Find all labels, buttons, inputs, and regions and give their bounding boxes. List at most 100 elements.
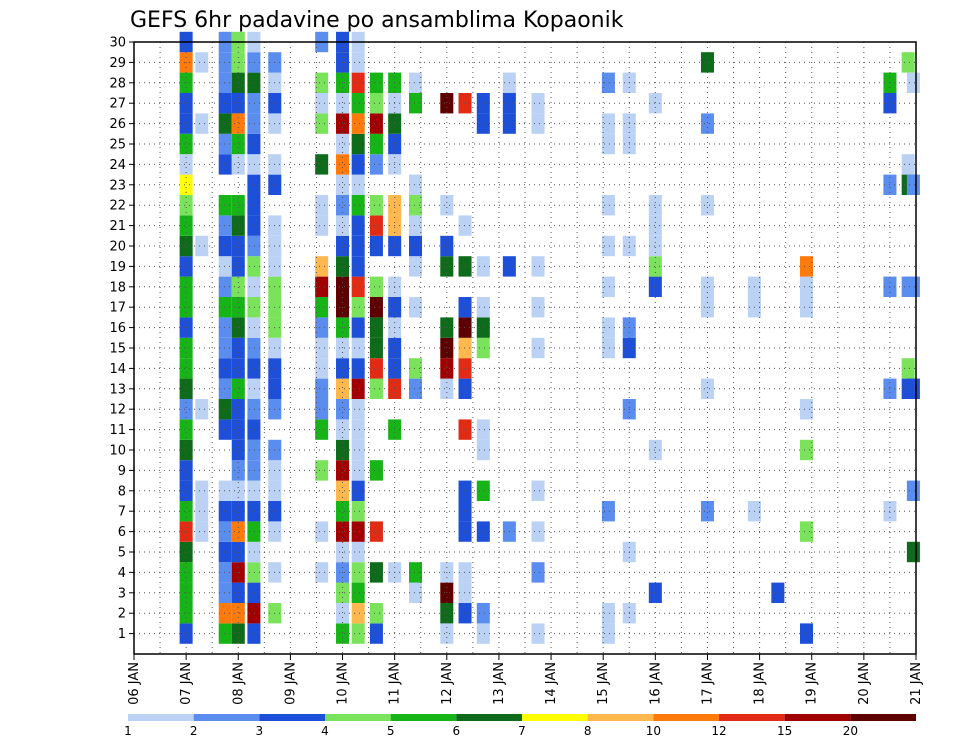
y-tick-label: 6 [118,525,126,540]
heatmap-cell [369,235,383,257]
heatmap-cell [531,256,545,277]
heatmap-cell [179,195,193,216]
x-tick-label: 18 JAN [753,662,768,705]
heatmap-cell [247,378,261,399]
heatmap-cell [336,154,350,175]
grid-lines [133,41,917,654]
heatmap-cell [906,378,920,399]
heatmap-cell [195,52,209,73]
heatmap-cell [179,113,193,134]
heatmap-cell [771,582,785,603]
heatmap-cell [369,603,383,624]
colorbar-swatch [719,714,785,721]
heatmap-cell [906,480,920,501]
heatmap-cell [601,133,615,155]
colorbar-swatch [193,714,260,721]
y-tick-label: 20 [109,240,126,255]
x-tick-label: 09 JAN [283,662,298,705]
heatmap-cell [179,399,193,420]
heatmap-cell [247,562,261,583]
heatmap-cell [336,276,350,297]
heatmap-cell [369,195,383,216]
colorbar-label: 20 [843,724,858,738]
heatmap-cell [247,460,261,481]
heatmap-cell [369,297,383,318]
x-tick-label: 08 JAN [231,662,246,705]
heatmap-cell [247,337,261,359]
y-tick-label: 9 [118,464,126,479]
heatmap-cell [440,603,454,624]
heatmap-cell [601,501,615,522]
heatmap-cell [336,174,350,195]
heatmap-cell [351,521,365,542]
heatmap-cell [648,235,662,257]
heatmap-cell [218,235,232,257]
heatmap-cell [247,501,261,522]
heatmap-cell [247,276,261,297]
heatmap-cell [700,378,714,399]
colorbar-label: 10 [646,724,661,738]
heatmap-cell [648,93,662,114]
heatmap-cell [315,113,329,134]
y-tick-label: 8 [118,484,126,499]
heatmap-cell [247,113,261,134]
heatmap-cell [409,72,423,93]
colorbar-label: 1 [124,724,132,738]
heatmap-cell [531,337,545,359]
heatmap-cell [218,562,232,583]
heatmap-cell [231,93,245,114]
heatmap-cell [648,276,662,297]
heatmap-cell [440,93,454,114]
heatmap-cell [315,317,329,338]
heatmap-cell [351,256,365,277]
heatmap-cell [409,195,423,216]
heatmap-cell [531,113,545,134]
heatmap-cell [906,174,920,195]
heatmap-cell [440,358,454,379]
colorbar-label: 6 [453,724,461,738]
heatmap-cell [231,603,245,624]
y-tick-label: 23 [109,178,126,193]
heatmap-cell [901,358,915,379]
heatmap-cell [218,256,232,277]
colorbar-swatch [653,714,719,721]
heatmap-cell [218,133,232,155]
heatmap-cell [218,378,232,399]
heatmap-cell [531,521,545,542]
colorbar-label: 12 [711,724,726,738]
heatmap-cell [476,623,490,644]
heatmap-cell [476,439,490,461]
heatmap-cell [315,195,329,216]
heatmap-cell [601,337,615,359]
heatmap-cell [231,154,245,175]
heatmap-cell [700,276,714,297]
y-tick-label: 15 [109,342,126,357]
heatmap-cell [369,276,383,297]
y-tick-label: 13 [109,382,126,397]
heatmap-cell [800,623,814,644]
heatmap-cell [458,317,472,338]
heatmap-cell [458,501,472,522]
heatmap-cell [247,603,261,624]
y-tick-label: 26 [109,117,126,132]
heatmap-cell [231,256,245,277]
heatmap-cell [531,93,545,114]
y-tick-label: 16 [109,321,126,336]
heatmap-cell [351,378,365,399]
heatmap-cell [247,256,261,277]
heatmap-cell [336,603,350,624]
y-tick-label: 7 [118,505,126,520]
heatmap-cell [351,460,365,481]
heatmap-cell [601,235,615,257]
heatmap-cell [409,235,423,257]
heatmap-cell [351,297,365,318]
heatmap-cell [179,358,193,379]
heatmap-cell [336,623,350,644]
heatmap-cell [247,582,261,603]
heatmap-cell [458,358,472,379]
heatmap-cell [195,399,209,420]
heatmap-cell [351,480,365,501]
heatmap-cell [247,399,261,420]
heatmap-cell [351,276,365,297]
heatmap-cell [231,113,245,134]
